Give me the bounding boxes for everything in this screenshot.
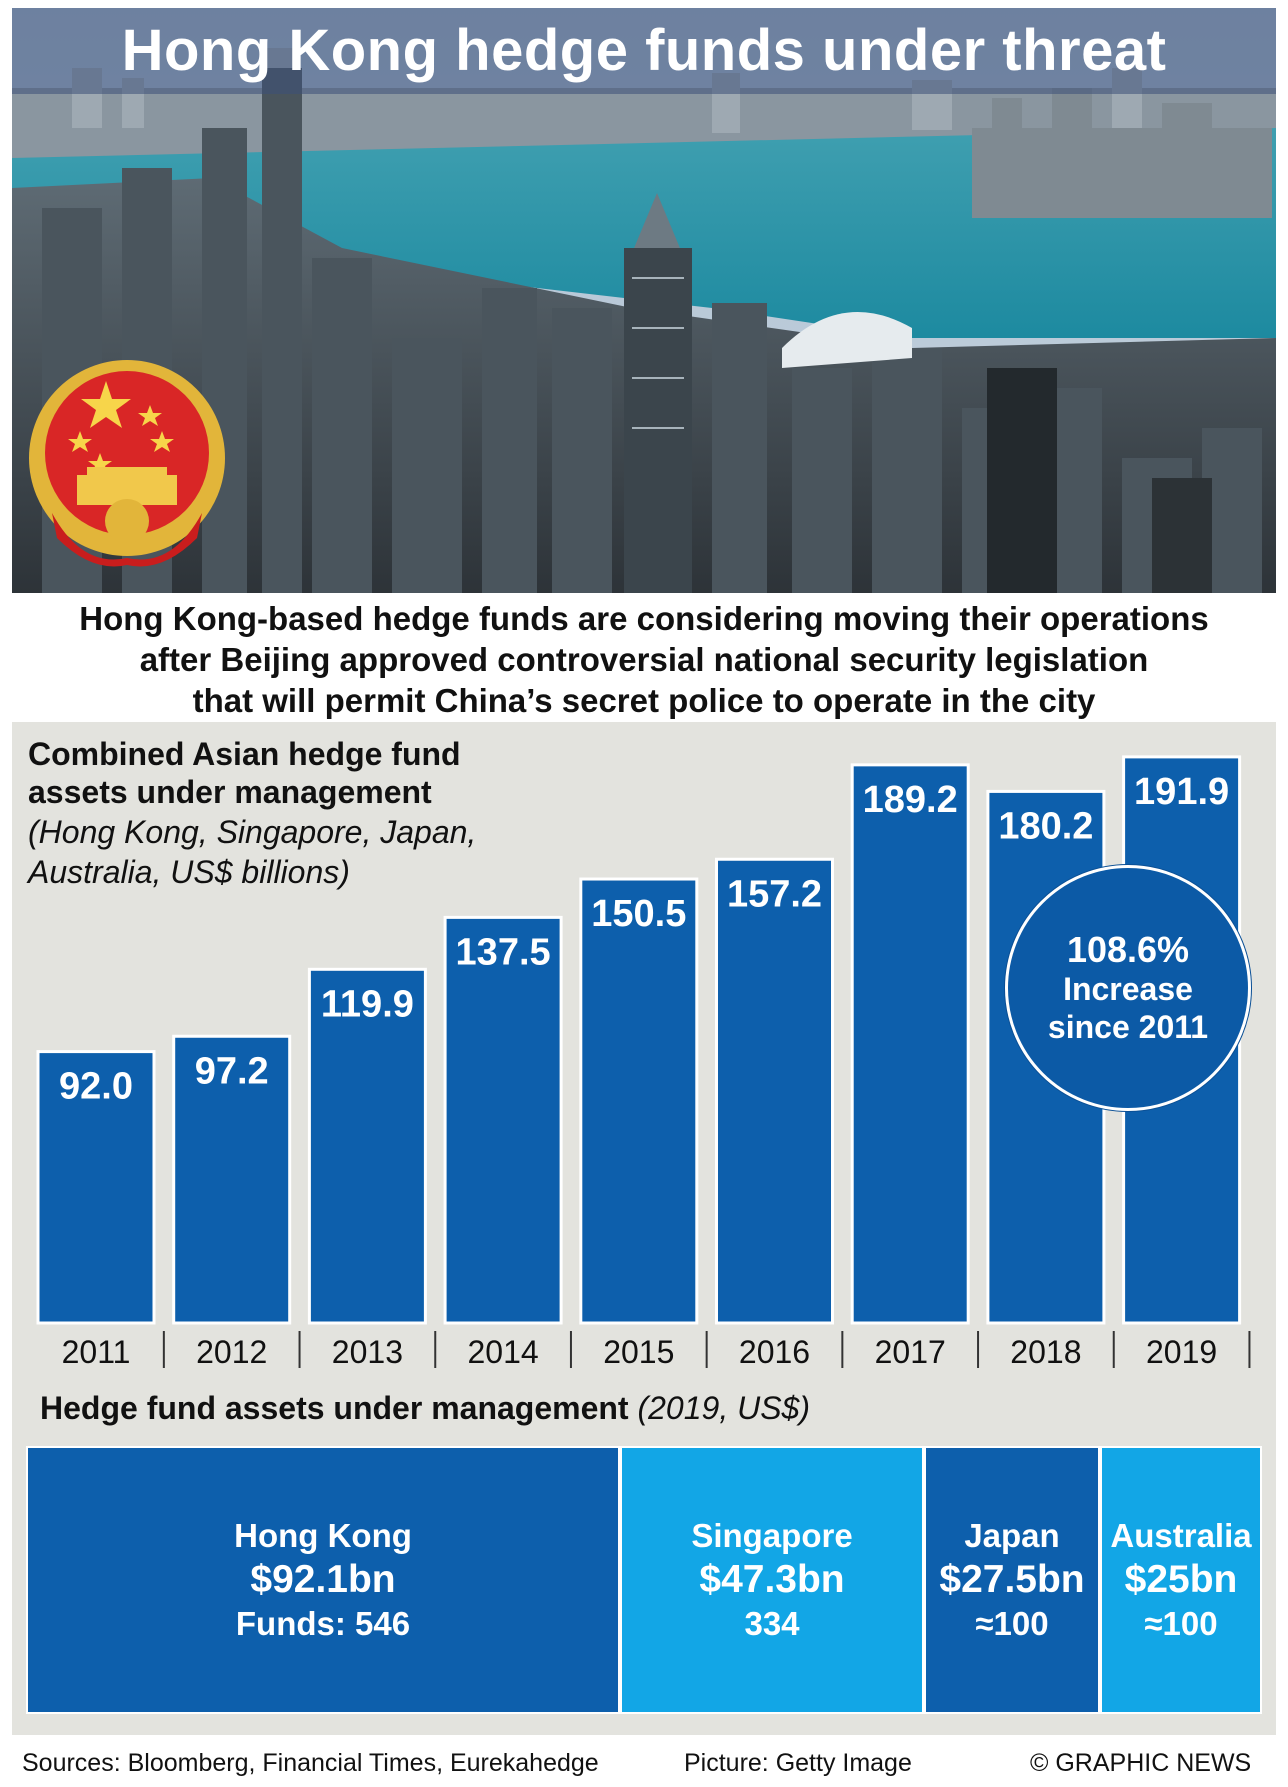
chinese-national-emblem-icon: [29, 360, 225, 567]
asset-tile-singapore: Singapore $47.3bn 334: [620, 1446, 924, 1714]
footer-picture-credit: Picture: Getty Image: [684, 1749, 912, 1777]
x-tick-label: 2016: [739, 1334, 810, 1370]
asset-tile-australia: Australia $25bn ≈100: [1100, 1446, 1262, 1714]
x-tick-label: 2017: [875, 1334, 946, 1370]
asset-tile-name: Hong Kong: [234, 1517, 412, 1554]
x-tick-label: 2015: [603, 1334, 674, 1370]
chart-subtitle-line: (Hong Kong, Singapore, Japan,: [28, 814, 477, 850]
footer-sources: Sources: Bloomberg, Financial Times, Eur…: [22, 1749, 599, 1777]
bar-2014: [443, 915, 563, 1325]
asset-tile-value: $27.5bn: [939, 1558, 1085, 1601]
bar-value-label: 137.5: [456, 931, 551, 973]
bar-2017: [850, 763, 970, 1325]
bar-value-label: 97.2: [195, 1050, 269, 1092]
footer-copyright: © GRAPHIC NEWS: [1030, 1749, 1252, 1777]
bar-value-label: 180.2: [998, 805, 1093, 847]
chart-title-line: Combined Asian hedge fund: [28, 736, 461, 772]
hong-kong-skyline-illustration: [12, 8, 1276, 593]
intro-line: Hong Kong-based hedge funds are consider…: [79, 600, 1209, 637]
asset-tile-count: ≈100: [1144, 1605, 1218, 1642]
bar-value-label: 157.2: [727, 873, 822, 915]
assets-title-note: (2019, US$): [637, 1390, 810, 1426]
asset-tile-count: ≈100: [975, 1605, 1049, 1642]
bar-value-label: 92.0: [59, 1066, 133, 1108]
increase-callout: 108.6% Increase since 2011: [1005, 865, 1251, 1111]
asset-tile-value: $47.3bn: [699, 1558, 845, 1601]
bar-value-label: 150.5: [591, 893, 686, 935]
asset-tile-name: Australia: [1110, 1517, 1252, 1554]
asset-tile-name: Japan: [964, 1517, 1060, 1554]
bar-value-label: 191.9: [1134, 771, 1229, 813]
bar-2012: [172, 1034, 292, 1325]
asset-tile-value: $92.1bn: [250, 1558, 396, 1601]
bar-chart: 92.0 2011 97.2 2012 119.9 2013 137.5 2014 150.5 2…: [36, 755, 1251, 1370]
bar-2013: [307, 967, 427, 1325]
increase-since-label: since 2011: [1047, 1009, 1209, 1045]
page-title: Hong Kong hedge funds under threat: [12, 8, 1276, 94]
x-tick-label: 2013: [332, 1334, 403, 1370]
increase-percent: 108.6%: [1066, 929, 1190, 970]
asset-tile-value: $25bn: [1124, 1558, 1238, 1601]
asset-tile-count: Funds: 546: [235, 1605, 411, 1642]
hero-photo: Hong Kong hedge funds under threat: [12, 8, 1276, 593]
bar-2011: [36, 1050, 156, 1325]
bar-value-label: 119.9: [321, 983, 414, 1025]
increase-label: Increase: [1063, 971, 1193, 1007]
x-tick-label: 2012: [196, 1334, 267, 1370]
asset-tile-count: 334: [744, 1605, 800, 1642]
intro-line: after Beijing approved controversial nat…: [139, 641, 1149, 678]
assets-title-text: Hedge fund assets under management: [40, 1390, 629, 1426]
asset-tile-name: Singapore: [691, 1517, 853, 1554]
x-tick-label: 2014: [468, 1334, 539, 1370]
intro-text: Hong Kong-based hedge funds are consider…: [12, 598, 1276, 721]
x-tick-label: 2011: [62, 1334, 131, 1370]
intro-line: that will permit China’s secret police t…: [192, 682, 1096, 719]
asset-tile-hong-kong: Hong Kong $92.1bn Funds: 546: [26, 1446, 620, 1714]
bar-value-label: 189.2: [863, 779, 958, 821]
bar-2015: [579, 877, 699, 1325]
bar-2016: [715, 857, 834, 1325]
assets-title: Hedge fund assets under management (2019…: [40, 1390, 810, 1427]
asset-tile-japan: Japan $27.5bn ≈100: [924, 1446, 1100, 1714]
chart-subtitle-line: Australia, US$ billions): [28, 854, 350, 890]
chart-title-line: assets under management: [28, 774, 432, 810]
x-tick-label: 2018: [1010, 1334, 1081, 1370]
x-tick-label: 2019: [1146, 1334, 1217, 1370]
